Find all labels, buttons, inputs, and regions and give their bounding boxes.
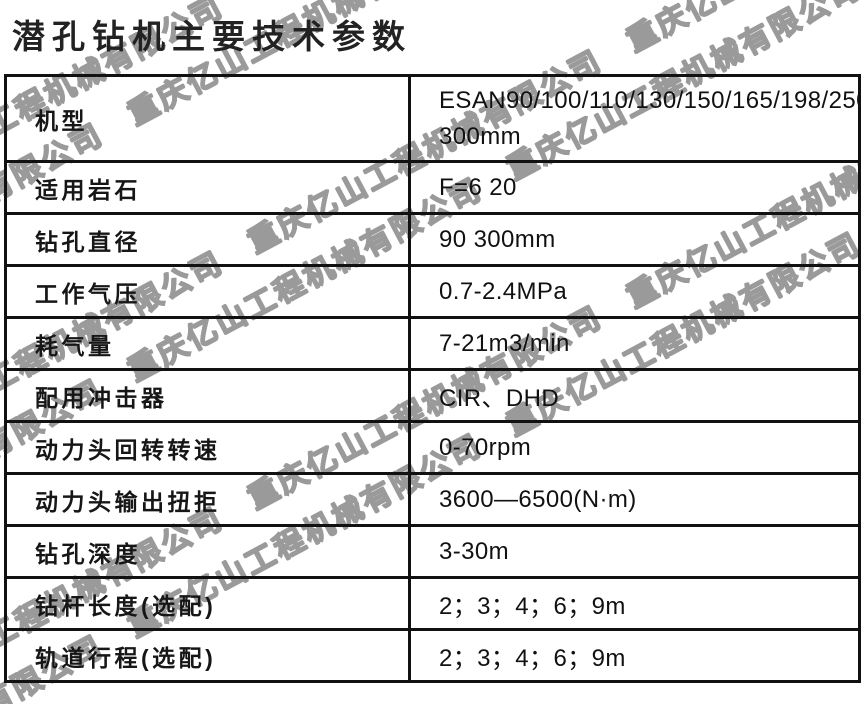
table-row: 配用冲击器 CIR、DHD — [4, 368, 861, 423]
row-label-cell: 钻孔直径 — [4, 212, 411, 267]
row-label-cell: 钻杆长度(选配) — [4, 576, 411, 631]
table-row: 机型 ESAN90/100/110/130/150/165/198/250-300… — [4, 74, 861, 163]
row-value-cell: 3-30m — [408, 524, 861, 579]
row-label: 钻孔直径 — [35, 228, 141, 255]
table-row: 动力头输出扭拒 3600—6500(N·m) — [4, 472, 861, 527]
specification-table: 机型 ESAN90/100/110/130/150/165/198/250-300… — [4, 74, 861, 683]
row-label-cell: 动力头回转转速 — [4, 420, 411, 475]
row-value: 3-30m — [439, 537, 510, 565]
row-label-cell: 动力头输出扭拒 — [4, 472, 411, 527]
row-label-cell: 配用冲击器 — [4, 368, 411, 423]
row-value: 2；3；4；6；9m — [439, 593, 626, 620]
row-value: F=6 20 — [439, 173, 517, 201]
row-value: 90 300mm — [439, 225, 556, 253]
row-label-cell: 工作气压 — [4, 264, 411, 319]
row-value: ESAN90/100/110/130/150/165/198/250-300mm — [439, 86, 861, 150]
row-label: 耗气量 — [35, 332, 115, 359]
row-label: 钻杆长度(选配) — [35, 592, 217, 619]
table-row: 适用岩石 F=6 20 — [4, 160, 861, 215]
table-row: 钻孔直径 90 300mm — [4, 212, 861, 267]
row-value-cell: F=6 20 — [408, 160, 861, 215]
row-label: 轨道行程(选配) — [35, 644, 217, 671]
row-value: 2；3；4；6；9m — [439, 645, 626, 672]
table-row: 钻杆长度(选配) 2；3；4；6；9m — [4, 576, 861, 631]
row-label-cell: 耗气量 — [4, 316, 411, 371]
table-row: 轨道行程(选配) 2；3；4；6；9m — [4, 628, 861, 683]
row-label: 适用岩石 — [35, 176, 141, 203]
row-label-cell: 适用岩石 — [4, 160, 411, 215]
table-row: 耗气量 7-21m3/min — [4, 316, 861, 371]
row-label: 机型 — [35, 107, 88, 134]
row-value: 0.7-2.4MPa — [439, 277, 568, 305]
row-label: 配用冲击器 — [35, 384, 168, 411]
row-value: 7-21m3/min — [439, 329, 570, 357]
table-row: 钻孔深度 3-30m — [4, 524, 861, 579]
row-label: 工作气压 — [35, 280, 141, 307]
row-label: 动力头输出扭拒 — [35, 488, 221, 515]
table-row: 动力头回转转速 0-70rpm — [4, 420, 861, 475]
table-row: 工作气压 0.7-2.4MPa — [4, 264, 861, 319]
row-value-cell: 2；3；4；6；9m — [408, 628, 861, 683]
row-label-cell: 钻孔深度 — [4, 524, 411, 579]
row-label: 动力头回转转速 — [35, 436, 221, 463]
row-value-cell: 0.7-2.4MPa — [408, 264, 861, 319]
row-value-cell: 0-70rpm — [408, 420, 861, 475]
row-label: 钻孔深度 — [35, 540, 141, 567]
row-value: 0-70rpm — [439, 433, 532, 461]
row-value-cell: 7-21m3/min — [408, 316, 861, 371]
row-label-cell: 机型 — [4, 74, 411, 163]
row-value-cell: 2；3；4；6；9m — [408, 576, 861, 631]
row-value-cell: 90 300mm — [408, 212, 861, 267]
row-value: 3600—6500(N·m) — [439, 485, 637, 513]
row-value-cell: ESAN90/100/110/130/150/165/198/250-300mm — [408, 74, 861, 163]
row-label-cell: 轨道行程(选配) — [4, 628, 411, 683]
row-value: CIR、DHD — [439, 385, 560, 412]
page-title: 潜孔钻机主要技术参数 — [12, 18, 412, 55]
row-value-cell: CIR、DHD — [408, 368, 861, 423]
row-value-cell: 3600—6500(N·m) — [408, 472, 861, 527]
